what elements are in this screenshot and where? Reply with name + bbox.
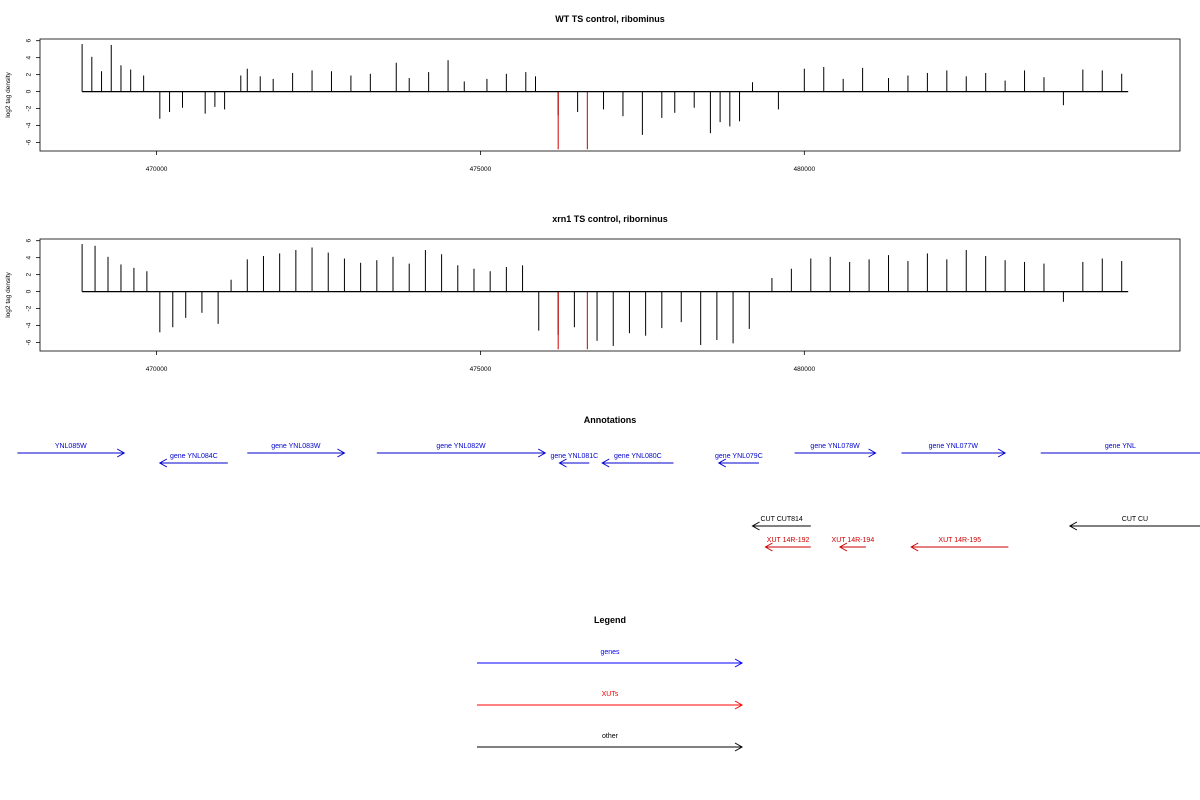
wt-x-axis: 470000 475000 480000 bbox=[146, 151, 816, 173]
annotation-label: XUT 14R-195 bbox=[938, 537, 981, 544]
x-tick-label: 470000 bbox=[146, 166, 168, 173]
annotation-label: gene YNL080C bbox=[614, 453, 662, 460]
annotation-label: gene YNL bbox=[1105, 443, 1136, 450]
y-tick-label: 0 bbox=[26, 289, 33, 293]
y-tick-label: -6 bbox=[26, 339, 33, 345]
x-tick-label: 480000 bbox=[793, 166, 815, 173]
arrow-head-right-icon bbox=[997, 448, 1007, 458]
annotation-label: gene YNL081C bbox=[551, 453, 599, 460]
xrn1-plot-frame bbox=[39, 238, 1181, 352]
y-tick-label: 2 bbox=[26, 272, 33, 276]
annotation-label: gene YNL082W bbox=[436, 443, 486, 450]
arrow-head-right-icon bbox=[734, 700, 744, 710]
wt-density-panel: WT TS control, ribominus log2 tag densit… bbox=[5, 14, 1181, 173]
x-tick-label: 475000 bbox=[470, 366, 492, 373]
arrow-head-left-icon bbox=[601, 458, 610, 468]
annotations-track: Annotations YNL085W gene YNL084C gene YNL0… bbox=[17, 415, 1200, 552]
annotation-label: CUT CUT814 bbox=[761, 516, 803, 523]
y-tick-label: -6 bbox=[26, 139, 33, 145]
legend-label: XUTs bbox=[602, 691, 619, 698]
legend-title: Legend bbox=[594, 615, 626, 625]
annotation-label: CUT CU bbox=[1122, 516, 1148, 523]
xrn1-panel-title: xrn1 TS control, riborninus bbox=[552, 214, 668, 224]
wt-panel-title: WT TS control, ribominus bbox=[555, 14, 665, 24]
y-tick-label: -2 bbox=[26, 105, 33, 111]
wt-bars bbox=[81, 44, 1129, 150]
annotation-label: gene YNL083W bbox=[271, 443, 321, 450]
annotation-label: gene YNL079C bbox=[715, 453, 763, 460]
y-tick-label: 2 bbox=[26, 72, 33, 76]
arrow-head-left-icon bbox=[1068, 521, 1078, 531]
x-tick-label: 480000 bbox=[793, 366, 815, 373]
arrow-head-right-icon bbox=[734, 742, 744, 752]
y-tick-label: 0 bbox=[26, 89, 33, 93]
arrow-head-left-icon bbox=[717, 458, 727, 468]
arrow-head-left-icon bbox=[558, 458, 567, 468]
legend-items: genes XUTs other bbox=[477, 649, 744, 752]
arrow-head-left-icon bbox=[910, 542, 919, 552]
x-tick-label: 470000 bbox=[146, 366, 168, 373]
y-tick-label: 6 bbox=[26, 239, 33, 243]
xrn1-y-axis: -6 -4 -2 0 2 4 6 bbox=[26, 239, 40, 345]
legend: Legend genes XUTs other bbox=[477, 615, 744, 752]
wt-y-axis-label: log2 tag density bbox=[5, 71, 12, 117]
legend-label: other bbox=[602, 733, 619, 740]
arrow-head-left-icon bbox=[838, 542, 848, 552]
y-tick-label: 4 bbox=[26, 55, 33, 59]
annotation-label: gene YNL077W bbox=[929, 443, 979, 450]
annotation-features: YNL085W gene YNL084C gene YNL083W gene YNL0… bbox=[17, 443, 1200, 552]
wt-plot-frame bbox=[39, 38, 1181, 152]
annotation-label: gene YNL084C bbox=[170, 453, 218, 460]
xrn1-x-axis: 470000 475000 480000 bbox=[146, 351, 816, 373]
y-tick-label: 4 bbox=[26, 255, 33, 259]
x-tick-label: 475000 bbox=[470, 166, 492, 173]
xrn1-y-axis-label: log2 tag density bbox=[5, 271, 12, 317]
annotation-label: XUT 14R-192 bbox=[767, 537, 810, 544]
annotation-label: XUT 14R-194 bbox=[832, 537, 875, 544]
y-tick-label: 6 bbox=[26, 39, 33, 43]
wt-y-axis: -6 -4 -2 0 2 4 6 bbox=[26, 39, 40, 145]
arrow-head-right-icon bbox=[116, 448, 126, 458]
annotation-label: gene YNL078W bbox=[810, 443, 860, 450]
arrow-head-right-icon bbox=[537, 448, 547, 458]
y-tick-label: -4 bbox=[26, 122, 33, 128]
arrow-head-right-icon bbox=[868, 448, 877, 458]
y-tick-label: -2 bbox=[26, 305, 33, 311]
xrn1-density-panel: xrn1 TS control, riborninus log2 tag den… bbox=[5, 214, 1181, 373]
arrow-head-left-icon bbox=[158, 458, 168, 468]
legend-label: genes bbox=[600, 649, 620, 656]
xrn1-bars bbox=[81, 244, 1129, 350]
annotations-title: Annotations bbox=[584, 415, 637, 425]
arrow-head-right-icon bbox=[734, 658, 744, 668]
y-tick-label: -4 bbox=[26, 322, 33, 328]
annotation-label: YNL085W bbox=[55, 443, 87, 450]
arrow-head-right-icon bbox=[337, 448, 346, 458]
arrow-head-left-icon bbox=[751, 521, 760, 531]
arrow-head-left-icon bbox=[764, 542, 773, 552]
